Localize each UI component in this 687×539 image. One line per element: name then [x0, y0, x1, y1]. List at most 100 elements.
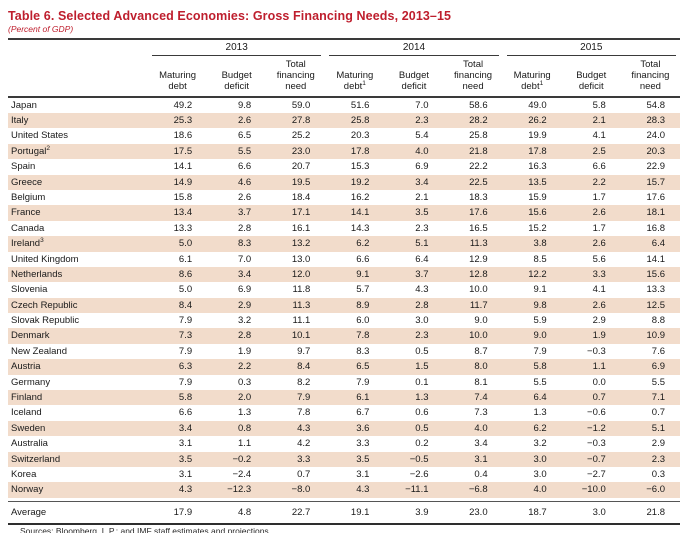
value-cell: −8.0 — [291, 484, 311, 496]
table-title: Table 6. Selected Advanced Economies: Gr… — [8, 9, 452, 23]
average-value-cell: 17.9 — [148, 501, 208, 526]
value-cell: 18.1 — [646, 207, 666, 219]
value-cell: 5.8 — [533, 361, 547, 373]
country-cell: Korea — [8, 467, 148, 482]
value-cell: 2.8 — [415, 299, 429, 311]
value-cell: 8.1 — [474, 376, 488, 388]
country-column-spacer — [8, 56, 149, 98]
value-cell: 4.3 — [415, 284, 429, 296]
table-row: Greece 14.9 4.6 19.5 19.2 3.4 22.5 13.5 2.2 15.7 — [8, 174, 680, 190]
column-header: Maturing debt1 — [325, 56, 385, 98]
year-label: 2015 — [506, 41, 676, 56]
value-cell: 0.5 — [415, 345, 429, 357]
value-cell: 2.6 — [237, 115, 252, 126]
country-label: United Kingdom — [11, 253, 79, 265]
table-row: Sweden 3.4 0.8 4.3 3.6 0.5 4.0 6.2 −1.2 5.1 — [8, 420, 680, 437]
value-cell: 6.0 — [356, 315, 370, 327]
value-cell: 3.6 — [356, 422, 370, 434]
value-cell: 28.2 — [469, 115, 488, 126]
value-cell: 15.2 — [528, 222, 547, 234]
column-header-row: Maturing debt Budget deficit Total financi… — [8, 56, 680, 98]
column-header: Budget deficit — [561, 56, 621, 98]
value-cell: 6.3 — [178, 361, 193, 373]
table-row: Portugal2 17.5 5.5 23.0 17.8 4.0 21.8 17.8 2.5 20… — [8, 143, 680, 160]
value-cell: 8.6 — [178, 268, 193, 280]
value-cell: 6.6 — [356, 253, 370, 265]
value-cell: 4.3 — [356, 484, 370, 496]
source-note: Sources: Bloomberg, L.P.; and IMF staff … — [20, 527, 272, 534]
column-header: Total financing need — [620, 56, 680, 98]
country-label: France — [11, 207, 41, 219]
value-cell: 7.3 — [178, 330, 193, 342]
country-cell: Iceland — [8, 405, 148, 420]
value-cell: 22.2 — [469, 161, 488, 173]
value-cell: 2.1 — [592, 115, 606, 126]
value-cell: 7.8 — [297, 407, 311, 419]
column-header: Total financing need — [443, 56, 503, 98]
value-cell: 2.3 — [651, 453, 665, 465]
value-cell: 14.9 — [173, 176, 193, 188]
value-cell: 51.6 — [350, 99, 370, 111]
country-label: Greece — [11, 176, 43, 188]
value-cell: 2.6 — [592, 238, 606, 250]
year-label: 2013 — [152, 41, 322, 56]
table-row: Australia 3.1 1.1 4.2 3.3 0.2 3.4 3.2 −0.3 2.9 — [8, 436, 680, 451]
value-cell: 8.2 — [297, 376, 311, 388]
average-row: Average 17.9 4.8 22.7 19.1 3.9 23.0 18.7 3.0 21.8 — [8, 501, 680, 526]
value-cell: 3.1 — [178, 438, 193, 450]
value-cell: −2.6 — [409, 468, 429, 480]
value-cell: 15.6 — [528, 207, 547, 219]
value-cell: 3.3 — [592, 268, 606, 280]
value-cell: 5.9 — [533, 315, 547, 327]
value-cell: 6.9 — [651, 361, 665, 373]
value-cell: 0.2 — [415, 438, 429, 450]
country-cell: Belgium — [8, 190, 148, 205]
country-cell: Switzerland — [8, 452, 148, 467]
value-cell: 19.2 — [350, 176, 370, 188]
value-cell: 17.6 — [469, 207, 488, 219]
value-cell: 2.3 — [415, 115, 429, 126]
value-cell: 1.9 — [592, 330, 606, 342]
value-cell: 7.9 — [178, 376, 193, 388]
value-cell: 7.9 — [533, 345, 547, 357]
average-value-cell: 3.0 — [561, 501, 621, 526]
average-value-cell: 18.7 — [502, 501, 562, 526]
value-cell: −1.2 — [587, 422, 606, 434]
value-cell: 4.2 — [297, 438, 311, 450]
value-cell: 3.7 — [415, 268, 429, 280]
value-cell: 6.2 — [533, 422, 547, 434]
value-cell: 3.8 — [533, 238, 547, 250]
column-header-label: Budget deficit — [221, 70, 252, 93]
value-cell: 15.6 — [646, 268, 666, 280]
value-cell: 3.3 — [297, 453, 311, 465]
value-cell: 4.1 — [592, 284, 606, 296]
value-cell: 5.7 — [356, 284, 370, 296]
value-cell: 13.5 — [528, 176, 547, 188]
country-label: Czech Republic — [11, 299, 78, 311]
value-cell: 3.0 — [415, 315, 429, 327]
value-cell: 4.0 — [415, 145, 429, 157]
value-cell: −0.7 — [587, 453, 606, 465]
value-cell: −2.7 — [587, 468, 606, 480]
value-cell: 14.1 — [646, 253, 666, 265]
country-label: Spain — [11, 161, 36, 173]
value-cell: 5.0 — [178, 284, 193, 296]
country-cell: Germany — [8, 375, 148, 390]
value-cell: 8.0 — [474, 361, 488, 373]
value-cell: 6.1 — [356, 392, 370, 404]
value-cell: 9.7 — [297, 345, 311, 357]
value-cell: −12.3 — [227, 484, 252, 496]
value-cell: 16.5 — [469, 222, 488, 234]
value-cell: 16.3 — [528, 161, 547, 173]
country-label: Austria — [11, 361, 41, 373]
value-cell: −10.0 — [581, 484, 606, 496]
country-cell: Slovenia — [8, 282, 148, 297]
value-cell: 20.3 — [646, 145, 666, 157]
value-cell: −0.3 — [587, 345, 606, 357]
value-cell: 0.5 — [415, 422, 429, 434]
value-cell: 2.1 — [415, 191, 429, 203]
value-cell: 2.0 — [237, 392, 252, 404]
value-cell: 27.8 — [291, 115, 311, 126]
value-cell: 2.8 — [237, 330, 252, 342]
